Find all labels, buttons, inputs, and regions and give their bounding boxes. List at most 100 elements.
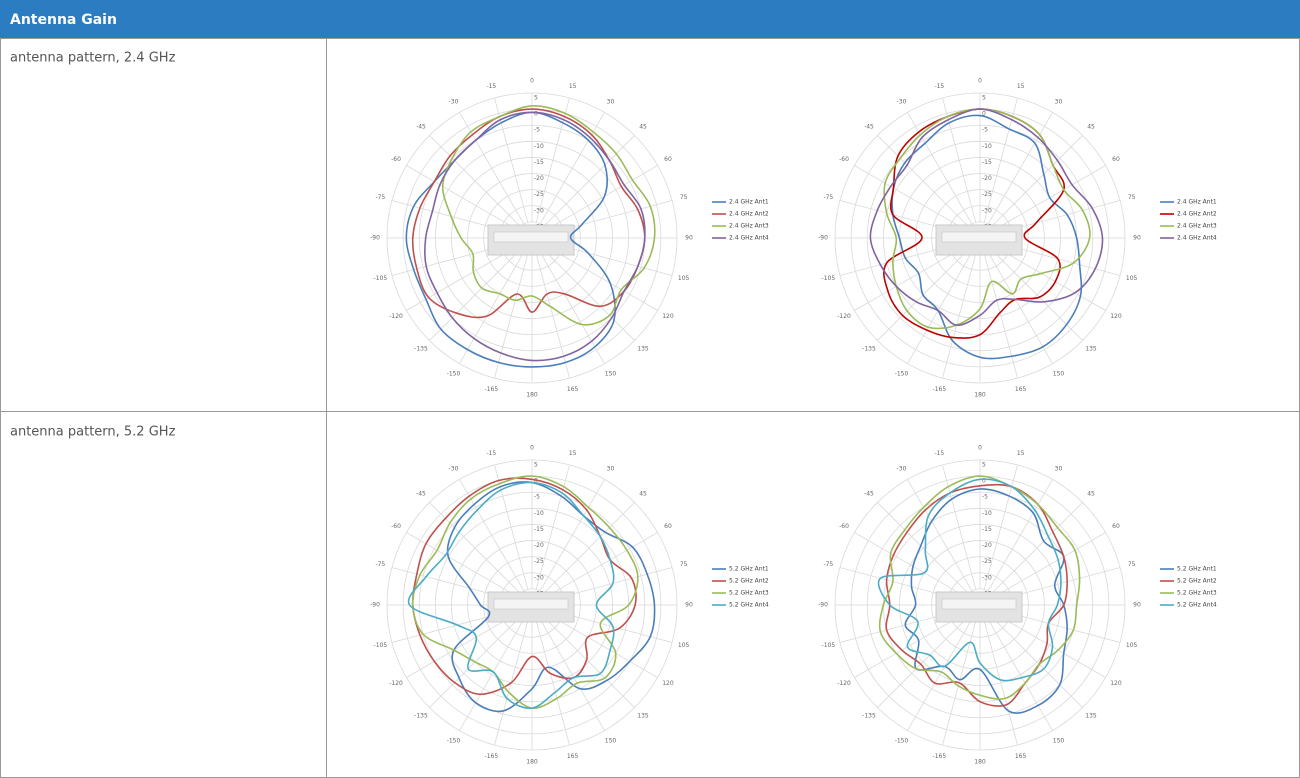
- grid-spoke: [429, 502, 521, 594]
- radial-tick-label: -10: [534, 143, 544, 150]
- angle-tick-label: -15: [934, 450, 944, 457]
- grid-spoke: [535, 620, 570, 746]
- polar-chart: 50-5-10-15-20-25-30-35015304560759010512…: [370, 78, 769, 399]
- angle-tick-label: -120: [389, 313, 403, 320]
- grid-spoke: [987, 618, 1053, 731]
- device-front: [941, 231, 1017, 243]
- angle-tick-label: 180: [974, 759, 986, 766]
- angle-tick-label: -45: [416, 123, 426, 130]
- angle-tick-label: 135: [637, 346, 649, 353]
- grid-spoke: [545, 245, 658, 311]
- grid-spoke: [854, 245, 967, 311]
- pattern-curve: [885, 483, 1068, 707]
- angle-tick-label: 30: [1055, 466, 1063, 473]
- grid-spoke: [539, 618, 605, 731]
- grid-spoke: [993, 612, 1106, 678]
- angle-tick-label: 105: [1126, 642, 1138, 649]
- grid-spoke: [459, 112, 525, 225]
- grid-spoke: [991, 616, 1083, 708]
- angle-tick-label: 165: [567, 386, 579, 393]
- pattern-curve: [446, 481, 656, 713]
- angle-tick-label: 165: [567, 753, 579, 760]
- row-label: antenna pattern, 5.2 GHz: [10, 425, 176, 440]
- angle-tick-label: 60: [664, 523, 672, 530]
- legend-label: 2.4 GHz Ant4: [729, 235, 769, 242]
- angle-tick-label: 30: [607, 99, 615, 106]
- angle-tick-label: 60: [664, 156, 672, 163]
- angle-tick-label: -60: [839, 523, 849, 530]
- grid-spoke: [406, 612, 519, 678]
- angle-tick-label: 75: [1128, 561, 1136, 568]
- pattern-curve: [877, 478, 1062, 682]
- angle-tick-label: -15: [934, 83, 944, 90]
- legend-label: 2.4 GHz Ant2: [1177, 211, 1217, 218]
- grid-spoke: [429, 249, 521, 341]
- angle-tick-label: -150: [447, 370, 461, 377]
- angle-tick-label: -165: [933, 753, 947, 760]
- angle-tick-label: 180: [526, 392, 538, 399]
- legend-label: 5.2 GHz Ant1: [729, 566, 769, 573]
- grid-spoke: [942, 464, 977, 590]
- pattern-curve: [878, 475, 1081, 700]
- angle-tick-label: 150: [1053, 370, 1065, 377]
- angle-tick-label: 45: [639, 490, 647, 497]
- angle-tick-label: -75: [375, 561, 385, 568]
- angle-tick-label: 120: [1110, 680, 1122, 687]
- grid-spoke: [543, 135, 635, 227]
- grid-spoke: [854, 612, 967, 678]
- angle-tick-label: -60: [391, 156, 401, 163]
- angle-tick-label: 150: [605, 737, 617, 744]
- device-front: [493, 598, 569, 610]
- header-title: Antenna Gain: [10, 12, 117, 28]
- grid-spoke: [993, 532, 1106, 598]
- grid-spoke: [877, 502, 969, 594]
- grid-spoke: [987, 112, 1053, 225]
- angle-tick-label: -45: [864, 123, 874, 130]
- grid-spoke: [459, 251, 525, 364]
- radial-tick-label: 5: [534, 462, 538, 469]
- grid-spoke: [983, 620, 1018, 746]
- grid-spoke: [494, 97, 529, 223]
- angle-tick-label: 0: [530, 78, 534, 85]
- grid-spoke: [539, 112, 605, 225]
- grid-spoke: [545, 165, 658, 231]
- grid-spoke: [543, 616, 635, 708]
- legend-label: 5.2 GHz Ant2: [729, 578, 769, 585]
- header-bar: [0, 0, 1300, 38]
- radial-tick-label: 5: [982, 462, 986, 469]
- angle-tick-label: -120: [837, 313, 851, 320]
- pattern-curve: [407, 481, 615, 710]
- radial-tick-label: -10: [982, 143, 992, 150]
- grid-spoke: [991, 135, 1083, 227]
- angle-tick-label: -105: [374, 642, 388, 649]
- angle-tick-label: 60: [1112, 156, 1120, 163]
- angle-tick-label: 180: [974, 392, 986, 399]
- grid-spoke: [987, 479, 1053, 592]
- angle-tick-label: -135: [862, 346, 876, 353]
- grid-spoke: [983, 97, 1018, 223]
- legend-label: 5.2 GHz Ant3: [729, 590, 769, 597]
- angle-tick-label: -15: [486, 450, 496, 457]
- angle-tick-label: 45: [1087, 490, 1095, 497]
- angle-tick-label: -120: [837, 680, 851, 687]
- angle-tick-label: -105: [374, 275, 388, 282]
- polar-chart: 50-5-10-15-20-25-30-35015304560759010512…: [818, 78, 1217, 399]
- radial-tick-label: -5: [982, 494, 988, 501]
- grid-spoke: [545, 532, 658, 598]
- angle-tick-label: 90: [1133, 602, 1141, 609]
- angle-tick-label: 105: [678, 642, 690, 649]
- angle-tick-label: 15: [1017, 83, 1025, 90]
- grid-spoke: [406, 245, 519, 311]
- legend-label: 5.2 GHz Ant4: [729, 602, 769, 609]
- angle-tick-label: 120: [662, 313, 674, 320]
- angle-tick-label: -150: [895, 737, 909, 744]
- angle-tick-label: 60: [1112, 523, 1120, 530]
- grid-spoke: [942, 253, 977, 379]
- grid-spoke: [543, 502, 635, 594]
- angle-tick-label: -105: [822, 275, 836, 282]
- row-label: antenna pattern, 2.4 GHz: [10, 51, 176, 66]
- grid-spoke: [983, 464, 1018, 590]
- radial-tick-label: -5: [982, 127, 988, 134]
- grid-spoke: [406, 532, 519, 598]
- radial-tick-label: -20: [982, 175, 992, 182]
